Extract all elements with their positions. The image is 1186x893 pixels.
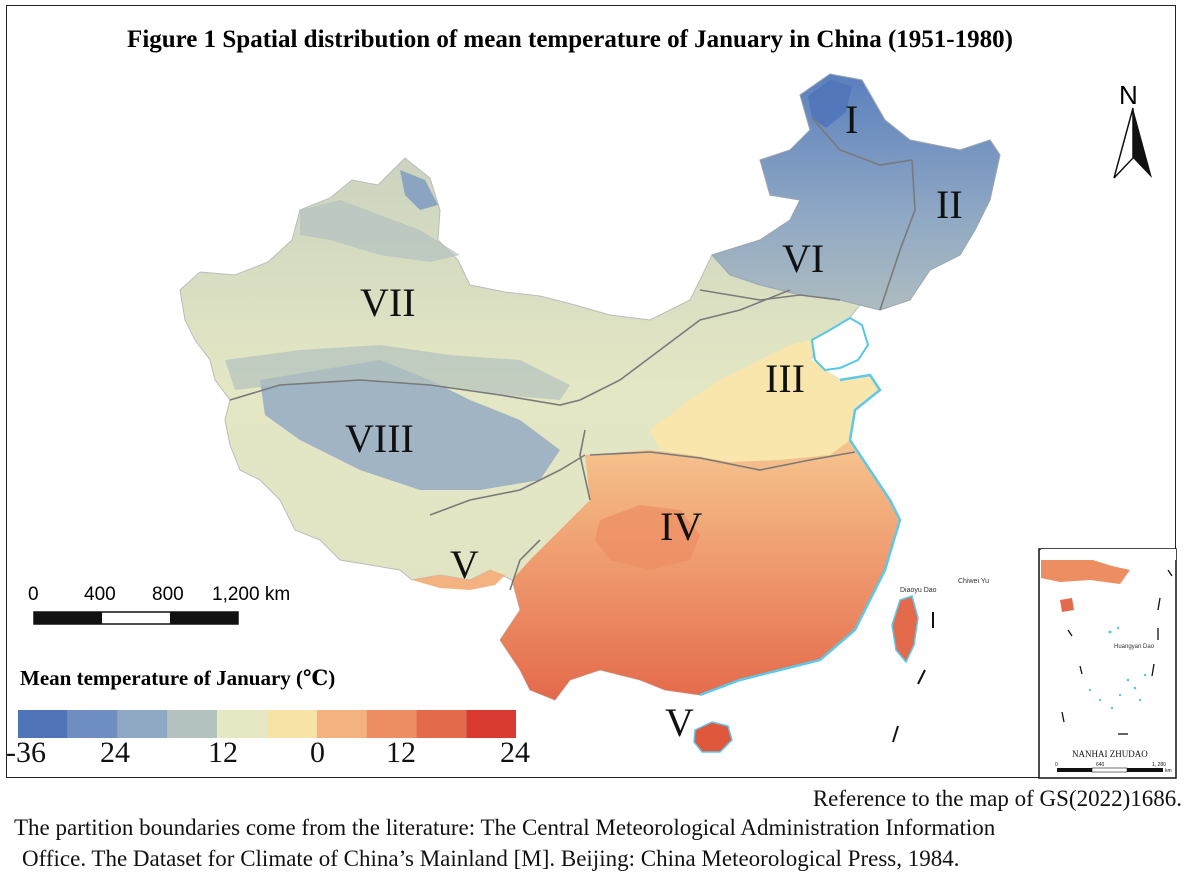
region-south-fill: [500, 440, 900, 700]
legend-tick-1: -36: [6, 736, 46, 769]
region-north-plain-fill: [650, 340, 880, 462]
huangyan-label: Huangyan Dao: [1114, 644, 1155, 650]
partition-source-line-1: The partition boundaries come from the l…: [14, 815, 996, 840]
legend-swatch-6: [316, 710, 367, 738]
cold-core-north: [808, 80, 852, 128]
hainan-island: [693, 721, 733, 753]
region-northeast-fill: [711, 73, 1001, 311]
inset-scale-2: 1, 280: [1152, 762, 1166, 768]
inset-title: NANHAI ZHUDAO: [1072, 749, 1148, 759]
legend-tick-2: 24: [100, 736, 130, 769]
legend-swatch-5: [267, 710, 317, 738]
inset-scale-1: 640: [1096, 762, 1105, 768]
region-label-i: I: [845, 97, 858, 142]
cold-core-altai: [400, 170, 438, 210]
legend-tick-6: 24: [500, 736, 530, 769]
warm-core-sichuan: [595, 505, 700, 570]
cold-band-tianshan: [225, 345, 570, 400]
scale-bar: [33, 611, 239, 625]
legend-swatch-1: [67, 710, 118, 738]
legend-tick-3: 12: [208, 736, 238, 769]
scale-label-800: 800: [152, 584, 184, 605]
diaoyu-label: Diaoyu Dao: [900, 587, 937, 594]
legend-tick-4: 0: [310, 736, 325, 769]
legend-swatch-0: [18, 710, 68, 738]
region-label-v-south: V: [665, 700, 694, 745]
legend-title: Mean temperature of January (℃): [20, 666, 336, 690]
partition-source-line-2: Office. The Dataset for Climate of China…: [22, 846, 960, 871]
scale-label-400: 400: [84, 584, 116, 605]
figure-title: Figure 1 Spatial distribution of mean te…: [127, 26, 1013, 53]
north-arrow-icon: [1113, 107, 1152, 179]
region-label-vii: VII: [360, 280, 416, 325]
partition-boundaries: [229, 117, 916, 591]
inset-scale-unit: km: [1165, 768, 1172, 774]
legend-swatch-9: [466, 710, 516, 738]
cold-core-tibet: [260, 360, 560, 490]
cold-band-north-xj: [300, 200, 460, 262]
north-label: N: [1119, 80, 1138, 110]
nanhai-inset: Huangyan Dao NANHAI ZHUDAO 0 640 1, 280 …: [1038, 548, 1177, 779]
reference-text: Reference to the map of GS(2022)1686.: [812, 786, 1182, 811]
legend-swatch-8: [416, 710, 467, 738]
region-label-viii: VIII: [345, 416, 414, 461]
region-label-vi: VI: [782, 236, 824, 281]
sea-boundary-dashes: [892, 612, 934, 743]
legend-swatch-2: [117, 710, 168, 738]
taiwan-island: [891, 595, 919, 664]
region-label-iii: III: [765, 356, 805, 401]
region-south-tibet-fill: [412, 570, 505, 590]
legend-swatch-4: [217, 710, 267, 738]
region-label-iv: IV: [660, 504, 702, 549]
legend-swatch-3: [167, 710, 218, 738]
region-label-ii: II: [936, 182, 963, 227]
bohai-sea: [810, 316, 870, 372]
scale-label-0: 0: [28, 584, 39, 605]
legend-tick-5: 12: [386, 736, 416, 769]
chiwei-label: Chiwei Yu: [958, 578, 989, 585]
legend-swatch-7: [366, 710, 417, 738]
scale-label-1200: 1,200 km: [212, 584, 291, 605]
legend-color-bar: [18, 710, 516, 738]
coastline: [699, 373, 902, 697]
region-label-v-west: V: [450, 542, 479, 587]
inset-scale-0: 0: [1055, 762, 1058, 768]
